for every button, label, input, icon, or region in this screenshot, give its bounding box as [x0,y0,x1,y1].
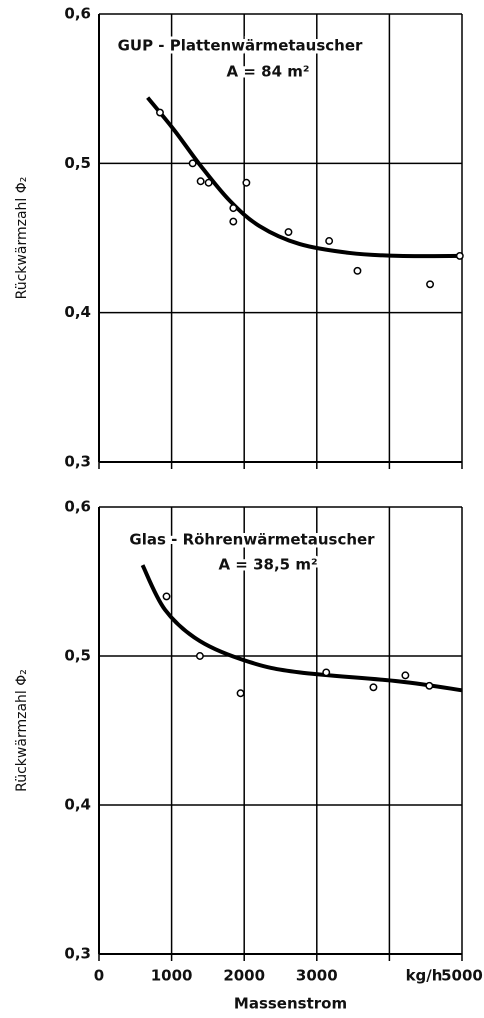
y-tick-label: 0,4 [64,303,91,321]
data-point [426,280,435,289]
data-point [188,159,197,168]
x-tick-label: 2000 [223,967,265,985]
data-point [195,652,204,660]
x-tick-label: 0 [94,967,104,985]
fit-curve [146,96,463,259]
data-point [229,204,238,213]
data-point [242,178,251,187]
data-point [229,217,238,226]
y-tick-label: 0,4 [64,796,91,814]
x-tick-label: 5000 [441,967,483,985]
annotation: A = 84 m² [227,63,310,81]
fit-curve [140,564,463,693]
data-point [425,681,434,690]
data-point [236,689,245,698]
y-tick-label: 0,5 [64,154,91,172]
data-point [401,671,410,680]
data-point [156,108,164,117]
x-tick-label: 3000 [296,967,338,985]
data-point [353,266,362,275]
y-tick-label: 0,6 [64,498,91,516]
data-point [196,177,205,186]
x-unit-label: kg/h [406,967,443,985]
data-point [322,668,331,677]
data-point [204,178,213,187]
y-tick-label: 0,3 [64,453,91,471]
data-point [369,683,378,692]
data-point [162,592,171,601]
annotation: GUP - Plattenwärmetauscher [118,37,363,55]
y-axis-label: Rückwärmzahl Φ₂ [14,669,30,792]
x-axis-label: Massenstrom [234,995,347,1013]
data-point [455,251,464,260]
y-axis-label: Rückwärmzahl Φ₂ [14,177,30,300]
y-tick-label: 0,5 [64,647,91,665]
data-point [325,237,334,245]
data-point [284,228,293,236]
annotation: Glas - Röhrenwärmetauscher [129,531,375,549]
annotation: A = 38,5 m² [218,556,317,574]
y-tick-label: 0,6 [64,5,91,23]
x-tick-label: 1000 [151,967,193,985]
y-tick-label: 0,3 [64,945,91,963]
